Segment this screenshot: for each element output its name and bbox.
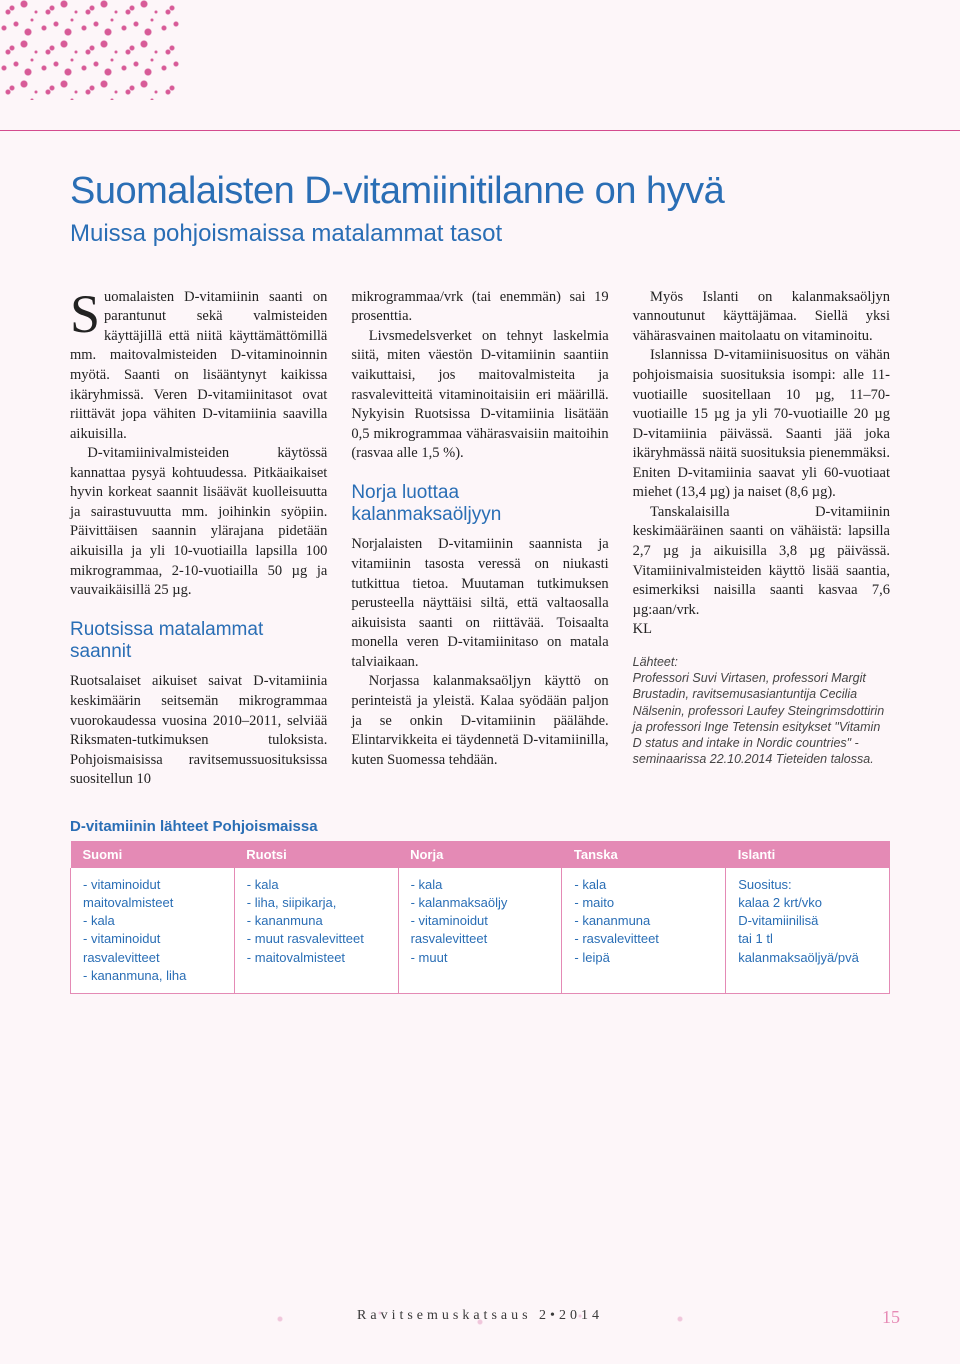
col1-para3: Ruotsalaiset aikuiset saivat D-vitamiini… <box>70 672 327 789</box>
table-row: - vitaminoidut maitovalmisteet- kala- vi… <box>71 868 890 994</box>
table-cell: - kala- maito- kananmuna- rasvalevitteet… <box>562 868 726 994</box>
article-subtitle: Muissa pohjoismaissa matalammat tasot <box>70 220 890 248</box>
table-cell: - kala- kalanmaksaöljy- vitaminoidut ras… <box>398 868 562 994</box>
table-col-suomi: Suomi <box>71 841 235 868</box>
decorative-corner <box>0 0 180 100</box>
col1-para1: Suomalaisten D-vitamiinin saanti on para… <box>70 288 327 445</box>
sources-table-wrap: D-vitamiinin lähteet Pohjoismaissa Suomi… <box>70 818 890 994</box>
col2-para1: mikrogrammaa/vrk (tai enemmän) sai 19 pr… <box>351 288 608 327</box>
column-1: Suomalaisten D-vitamiinin saanti on para… <box>70 288 327 790</box>
col2-para2: Livsmedelsverket on tehnyt laskelmia sii… <box>351 327 608 464</box>
col2-heading: Norja luottaa kalanmaksaöljyyn <box>351 482 608 526</box>
table-cell: - vitaminoidut maitovalmisteet- kala- vi… <box>71 868 235 994</box>
col2-para3: Norjalaisten D-vitamiinin saannista ja v… <box>351 535 608 672</box>
table-header-row: Suomi Ruotsi Norja Tanska Islanti <box>71 841 890 868</box>
col1-para2: D-vitamiinivalmisteiden käytössä kannatt… <box>70 444 327 601</box>
sources-text: Professori Suvi Virtasen, professori Mar… <box>633 671 885 766</box>
table-col-tanska: Tanska <box>562 841 726 868</box>
table-col-norja: Norja <box>398 841 562 868</box>
top-divider <box>0 130 960 131</box>
col1-heading: Ruotsissa matalammat saannit <box>70 619 327 663</box>
col3-para2: Islannissa D-vitamiinisuositus on vähän … <box>633 346 890 503</box>
page-number: 15 <box>882 1307 900 1328</box>
col2-para4: Norjassa kalanmaksaöljyn käyttö on perin… <box>351 672 608 770</box>
table-title: D-vitamiinin lähteet Pohjoismaissa <box>70 818 890 835</box>
column-3: Myös Islanti on kalanmaksaöljyn vannoutu… <box>633 288 890 790</box>
column-2: mikrogrammaa/vrk (tai enemmän) sai 19 pr… <box>351 288 608 790</box>
col3-para1: Myös Islanti on kalanmaksaöljyn vannoutu… <box>633 288 890 347</box>
col3-signoff: KL <box>633 620 890 640</box>
table-cell: - kala- liha, siipikarja,- kananmuna- mu… <box>234 868 398 994</box>
table-col-islanti: Islanti <box>726 841 890 868</box>
sources-table: Suomi Ruotsi Norja Tanska Islanti - vita… <box>70 841 890 994</box>
table-col-ruotsi: Ruotsi <box>234 841 398 868</box>
sources-block: Lähteet: Professori Suvi Virtasen, profe… <box>633 654 890 768</box>
article-title: Suomalaisten D-vitamiinitilanne on hyvä <box>70 170 890 214</box>
page-content: Suomalaisten D-vitamiinitilanne on hyvä … <box>70 170 890 994</box>
footer-text: Ravitsemuskatsaus 2•2014 <box>0 1308 960 1324</box>
article-columns: Suomalaisten D-vitamiinin saanti on para… <box>70 288 890 790</box>
sources-label: Lähteet: <box>633 655 678 669</box>
table-cell: Suositus:kalaa 2 krt/vkoD-vitamiinilisät… <box>726 868 890 994</box>
col3-para3: Tanskalaisilla D-vitamiinin keskimääräin… <box>633 503 890 620</box>
